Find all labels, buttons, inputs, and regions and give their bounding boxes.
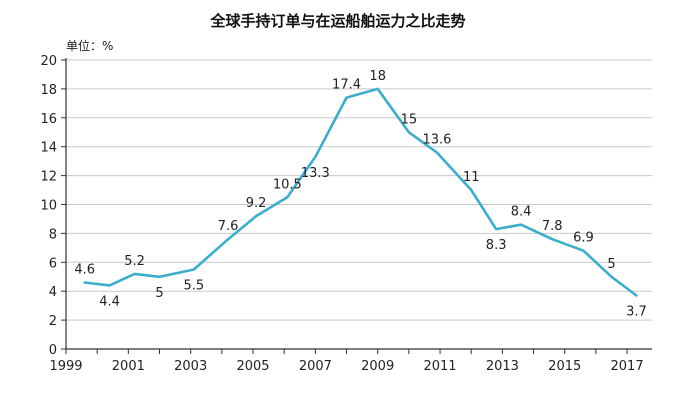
y-tick-label: 10: [40, 199, 57, 214]
data-label: 18: [369, 69, 386, 84]
y-tick-label: 14: [40, 141, 57, 156]
data-label: 7.8: [542, 219, 563, 234]
x-tick-label: 2015: [548, 359, 581, 374]
x-tick-labels: 1999 2001 2003 2005 2007 2009 2011 2013 2015 2017: [49, 359, 643, 374]
data-label: 10.5: [273, 177, 302, 192]
x-tick-label: 2011: [423, 359, 456, 374]
x-tick-label: 2009: [361, 359, 394, 374]
x-tick-label: 2013: [486, 359, 519, 374]
x-tick-label: 2017: [611, 359, 644, 374]
y-tick-label: 20: [40, 54, 57, 69]
y-tick-label: 0: [49, 343, 57, 358]
gridlines: [66, 59, 652, 321]
data-label: 17.4: [332, 78, 361, 93]
data-label: 5: [155, 286, 163, 301]
data-label: 7.6: [218, 219, 239, 234]
x-tick-label: 2005: [236, 359, 269, 374]
data-label: 13.6: [422, 132, 451, 147]
x-tick-label: 2003: [174, 359, 207, 374]
y-tick-label: 16: [40, 112, 57, 127]
y-tick-label: 12: [40, 170, 57, 185]
data-label: 5: [607, 257, 615, 272]
series-line: [83, 87, 638, 297]
data-label: 13.3: [301, 166, 330, 181]
y-tick-labels: 0 2 4 6 8 10 12 14 16 18 20: [40, 54, 57, 358]
data-label: 9.2: [246, 196, 267, 211]
chart-title: 全球手持订单与在运船舶运力之比走势: [209, 12, 465, 30]
data-labels: 4.6 4.4 5.2 5 5.5 7.6 9.2 10.513.3 17.4 18 15 13.6 1…: [74, 69, 646, 320]
y-tick-label: 2: [49, 314, 57, 329]
data-label: 4.6: [74, 263, 95, 278]
x-tick-label: 2001: [112, 359, 145, 374]
x-tick-label: 1999: [49, 359, 82, 374]
axes: [61, 58, 652, 354]
y-tick-label: 6: [49, 256, 57, 271]
data-label: 6.9: [573, 231, 594, 246]
y-tick-label: 18: [40, 83, 57, 98]
data-label: 3.7: [626, 305, 647, 320]
y-tick-label: 8: [49, 227, 57, 242]
unit-label: 单位：%: [66, 38, 113, 53]
data-label: 4.4: [99, 294, 120, 309]
data-label: 15: [401, 112, 418, 127]
y-tick-label: 4: [49, 285, 57, 300]
data-label: 5.2: [124, 254, 145, 269]
series-line-group: [83, 87, 638, 297]
data-label: 5.5: [183, 279, 204, 294]
data-label: 8.3: [486, 238, 507, 253]
x-tick-label: 2007: [299, 359, 332, 374]
data-label: 11: [463, 170, 480, 185]
data-label: 8.4: [511, 205, 532, 220]
